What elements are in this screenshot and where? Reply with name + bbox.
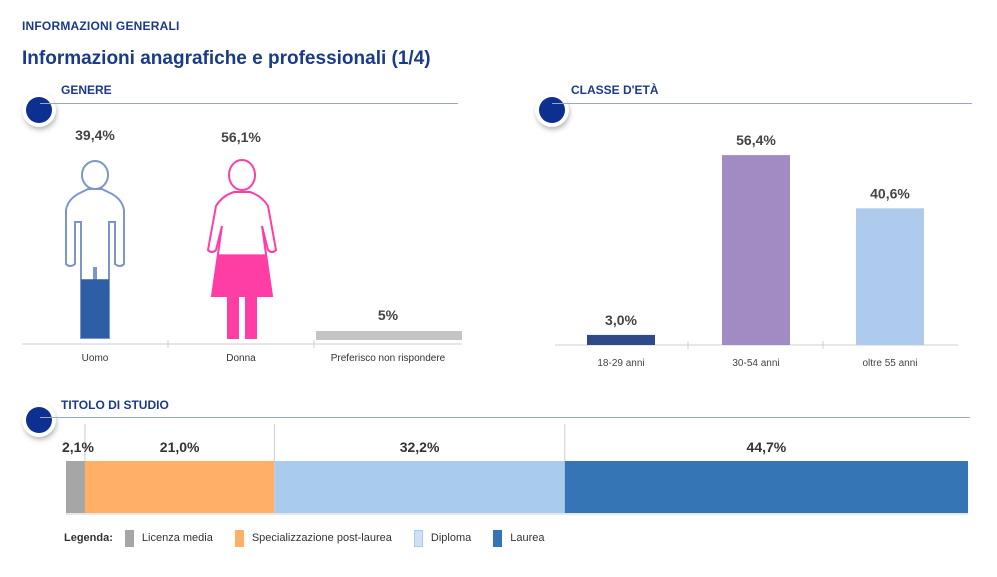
page-title: Informazioni anagrafiche e professionali… (22, 48, 431, 69)
education-panel-heading: TITOLO DI STUDIO (61, 398, 169, 412)
age-value-label: 3,0% (605, 312, 637, 328)
legend-label: Licenza media (141, 532, 213, 544)
age-category-label: 30-54 anni (732, 358, 779, 369)
legend-item: Licenza media (124, 529, 213, 547)
age-bar (722, 155, 790, 345)
education-value-label: 44,7% (747, 439, 787, 455)
female-value-label: 56,1% (221, 129, 261, 145)
male-figure-fill (81, 279, 109, 338)
legend-item: Diploma (413, 529, 472, 547)
education-segment (564, 461, 968, 513)
no-answer-bar (316, 331, 462, 340)
legend-title: Legenda: (64, 532, 113, 544)
education-panel-rule (40, 417, 970, 418)
age-category-label: oltre 55 anni (862, 358, 917, 369)
education-segment (66, 461, 85, 513)
age-value-label: 40,6% (870, 185, 910, 201)
legend-label: Laurea (510, 532, 545, 544)
age-panel-heading: CLASSE D'ETÀ (571, 83, 659, 97)
section-label: INFORMAZIONI GENERALI (22, 19, 180, 33)
male-value-label: 39,4% (75, 127, 115, 143)
education-panel-bullet (26, 407, 52, 433)
age-bar (587, 334, 655, 345)
education-legend: Legenda: Licenza media Specializzazione … (64, 528, 567, 548)
education-value-label: 32,2% (400, 439, 440, 455)
education-segment (84, 461, 275, 513)
gender-category-label: Donna (226, 353, 256, 364)
female-figure-fill (212, 254, 272, 338)
age-panel-rule (552, 103, 972, 104)
age-value-label: 56,4% (736, 132, 776, 148)
age-bar (856, 208, 924, 345)
age-panel-bullet (539, 97, 565, 123)
age-category-label: 18-29 anni (597, 358, 644, 369)
male-figure-icon (65, 160, 125, 339)
gender-category-label: Preferisco non rispondere (331, 353, 446, 364)
legend-swatch (234, 529, 244, 547)
gender-panel-heading: GENERE (61, 83, 112, 97)
female-figure-icon (206, 159, 278, 339)
no-answer-value-label: 5% (378, 307, 399, 323)
legend-item: Specializzazione post-laurea (234, 529, 392, 547)
legend-swatch (124, 529, 134, 547)
education-value-label: 2,1% (62, 439, 94, 455)
legend-swatch (493, 529, 503, 547)
gender-category-label: Uomo (82, 353, 109, 364)
education-segment (274, 461, 565, 513)
legend-swatch (413, 529, 423, 547)
legend-label: Specializzazione post-laurea (251, 532, 392, 544)
gender-panel-rule (40, 103, 458, 104)
education-value-label: 21,0% (160, 439, 200, 455)
legend-item: Laurea (493, 529, 545, 547)
legend-label: Diploma (430, 532, 472, 544)
gender-panel-bullet (26, 97, 52, 123)
